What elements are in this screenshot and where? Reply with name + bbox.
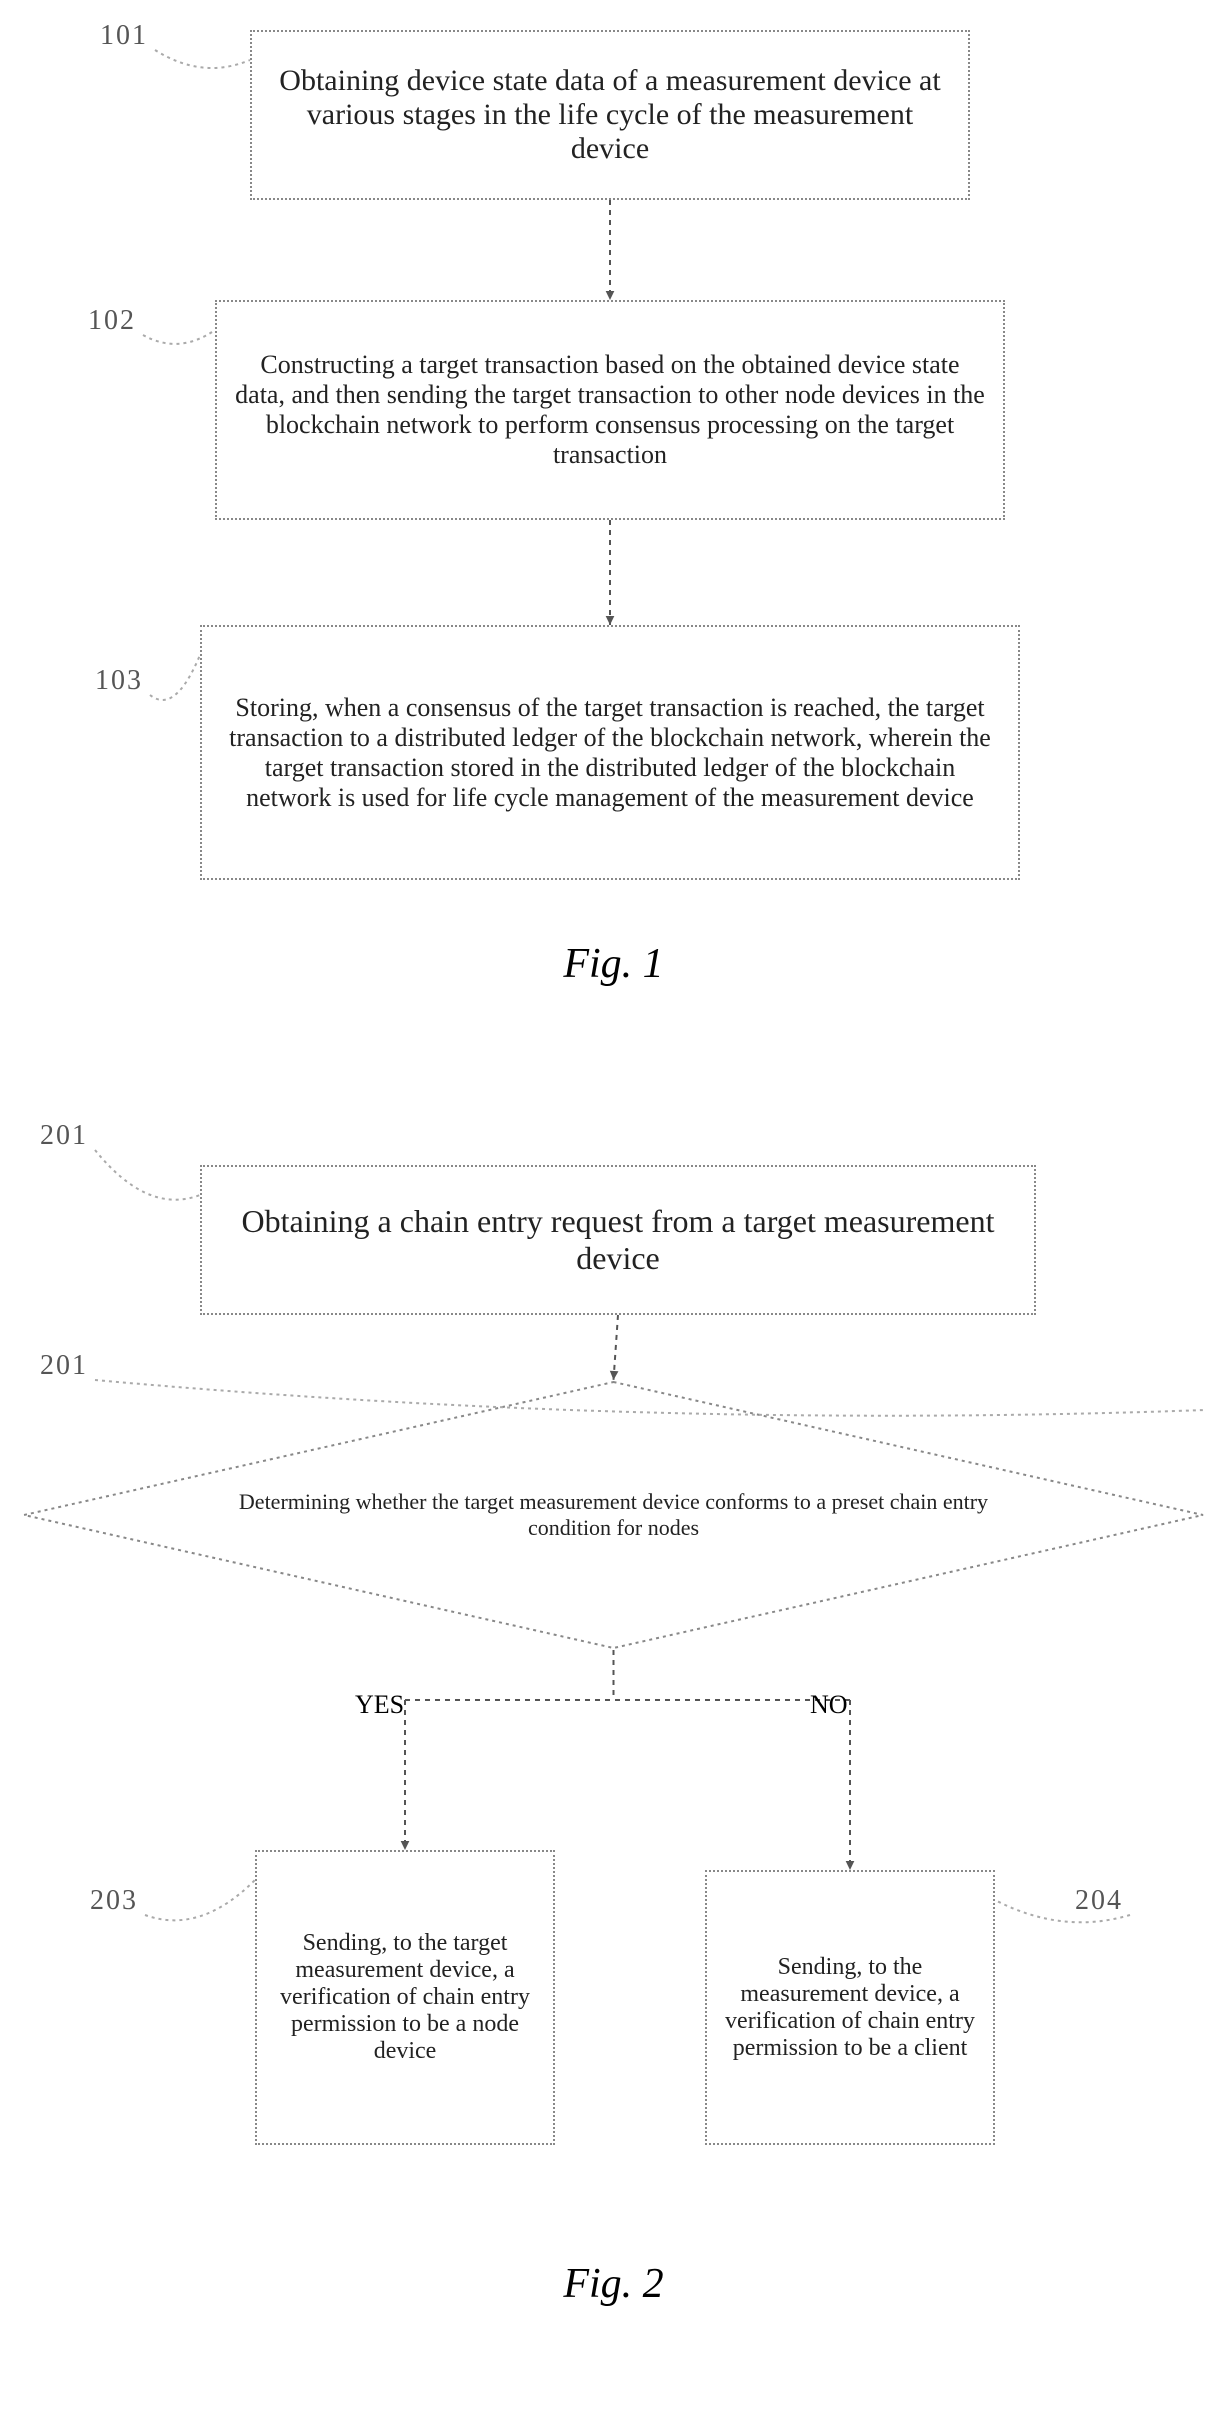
reference-number-n102: 102 bbox=[88, 305, 136, 337]
flowchart-box-text: Sending, to the measurement device, a ve… bbox=[725, 1954, 975, 2062]
reference-number-d202: 201 bbox=[40, 1350, 88, 1382]
reference-number-n101: 101 bbox=[100, 20, 148, 52]
flowchart-box-n101: Obtaining device state data of a measure… bbox=[250, 30, 970, 200]
reference-number-n204: 204 bbox=[1075, 1885, 1123, 1917]
flowchart-box-n201: Obtaining a chain entry request from a t… bbox=[200, 1165, 1036, 1315]
flowchart-box-n203: Sending, to the target measurement devic… bbox=[255, 1850, 555, 2145]
reference-number-n103: 103 bbox=[95, 665, 143, 697]
decision-label-no: NO bbox=[810, 1690, 848, 1720]
flowchart-box-text: Obtaining device state data of a measure… bbox=[270, 64, 950, 166]
flowchart-box-text: Sending, to the target measurement devic… bbox=[275, 1930, 535, 2065]
flowchart-decision-text: Determining whether the target measureme… bbox=[22, 1380, 1205, 1650]
flowchart-box-n204: Sending, to the measurement device, a ve… bbox=[705, 1870, 995, 2145]
flowchart-decision-d202: Determining whether the target measureme… bbox=[22, 1380, 1205, 1650]
figure-canvas: Obtaining device state data of a measure… bbox=[0, 0, 1227, 2436]
figure-caption: Fig. 2 bbox=[0, 2260, 1227, 2308]
flowchart-box-text: Storing, when a consensus of the target … bbox=[220, 693, 1000, 813]
figure-caption: Fig. 1 bbox=[0, 940, 1227, 988]
reference-number-n201: 201 bbox=[40, 1120, 88, 1152]
decision-label-yes: YES bbox=[355, 1690, 404, 1720]
flowchart-box-text: Constructing a target transaction based … bbox=[235, 350, 985, 470]
reference-number-n203: 203 bbox=[90, 1885, 138, 1917]
flowchart-box-n102: Constructing a target transaction based … bbox=[215, 300, 1005, 520]
flowchart-box-text: Obtaining a chain entry request from a t… bbox=[220, 1203, 1016, 1277]
flowchart-box-n103: Storing, when a consensus of the target … bbox=[200, 625, 1020, 880]
